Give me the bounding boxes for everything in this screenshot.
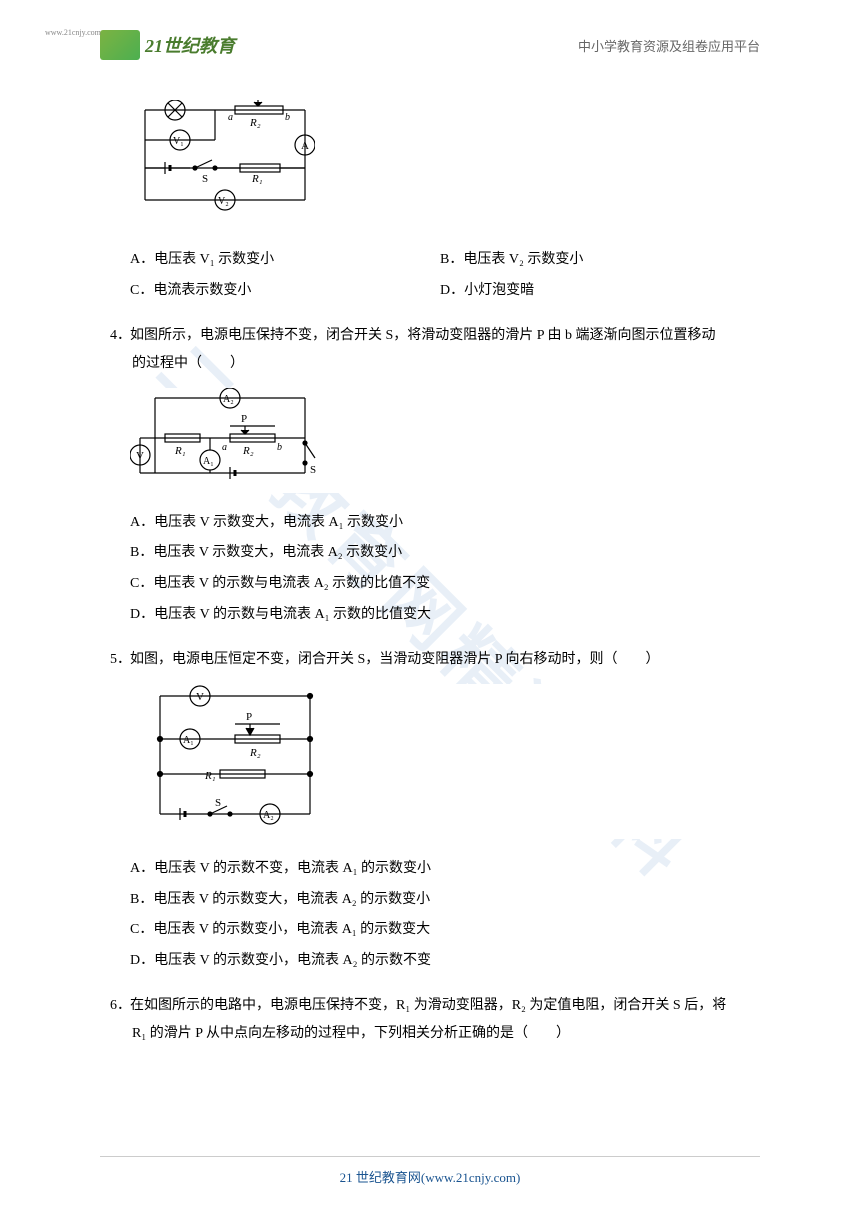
svg-text:P: P (246, 711, 252, 723)
svg-text:S: S (310, 464, 316, 476)
option-5d: D．电压表 V 的示数变小，电流表 A₂ 的示数不变 (130, 946, 750, 977)
circuit-diagram-4: A₂ R₁ P a b R₂ V (130, 388, 750, 493)
svg-text:b: b (277, 442, 282, 453)
page-header: 21世纪教育 www.21cnjy.com 中小学教育资源及组卷应用平台 (0, 0, 860, 70)
svg-text:V₁: V₁ (173, 136, 184, 147)
svg-text:V: V (136, 450, 144, 462)
question-4: 4．如图所示，电源电压保持不变，闭合开关 S，将滑动变阻器的滑片 P 由 b 端… (110, 322, 750, 378)
svg-text:R₂: R₂ (249, 747, 261, 759)
logo-icon (100, 30, 140, 60)
svg-text:V: V (196, 691, 204, 703)
logo: 21世纪教育 www.21cnjy.com (100, 30, 235, 60)
logo-text: 21世纪教育 (145, 32, 235, 58)
logo-url: www.21cnjy.com (45, 28, 101, 37)
question-6-num: 6． (110, 992, 130, 1020)
option-5b: B．电压表 V 的示数变大，电流表 A₂ 的示数变小 (130, 885, 750, 916)
svg-text:R₁: R₁ (251, 173, 263, 185)
question-6-text2: R₁ 的滑片 P 从中点向左移动的过程中，下列相关分析正确的是（ ） (110, 1020, 750, 1048)
svg-text:a: a (222, 442, 227, 453)
circuit-diagram-5: V A₁ P R₂ R₁ (130, 684, 750, 839)
svg-text:b: b (285, 112, 290, 123)
svg-text:S: S (215, 797, 221, 809)
svg-text:R₁: R₁ (174, 445, 186, 457)
question-5-text: 如图，电源电压恒定不变，闭合开关 S，当滑动变阻器滑片 P 向右移动时，则（ ） (130, 652, 660, 667)
question-4-text2: 的过程中（ ） (110, 350, 750, 378)
svg-text:R₂: R₂ (242, 445, 254, 457)
svg-text:L: L (170, 100, 177, 101)
page-footer: 21 世纪教育网(www.21cnjy.com) (100, 1156, 760, 1186)
options-5: A．电压表 V 的示数不变，电流表 A₁ 的示数变小 B．电压表 V 的示数变大… (130, 854, 750, 977)
svg-text:A₁: A₁ (183, 735, 194, 746)
option-5a: A．电压表 V 的示数不变，电流表 A₁ 的示数变小 (130, 854, 750, 885)
option-4d: D．电压表 V 的示数与电流表 A₁ 示数的比值变大 (130, 600, 750, 631)
option-3b: B．电压表 V₂ 示数变小 (440, 245, 750, 276)
circuit-svg-3: L P a b R₂ V₁ A (130, 100, 315, 230)
svg-text:R₂: R₂ (249, 117, 261, 129)
question-6: 6．在如图所示的电路中，电源电压保持不变，R₁ 为滑动变阻器，R₂ 为定值电阻，… (110, 992, 750, 1048)
question-5-num: 5． (110, 646, 130, 674)
option-4a: A．电压表 V 示数变大，电流表 A₁ 示数变小 (130, 508, 750, 539)
question-4-num: 4． (110, 322, 130, 350)
option-5c: C．电压表 V 的示数变小，电流表 A₁ 的示数变大 (130, 915, 750, 946)
question-5: 5．如图，电源电压恒定不变，闭合开关 S，当滑动变阻器滑片 P 向右移动时，则（… (110, 646, 750, 674)
svg-text:A₂: A₂ (223, 394, 234, 405)
header-subtitle: 中小学教育资源及组卷应用平台 (578, 36, 760, 55)
options-4: A．电压表 V 示数变大，电流表 A₁ 示数变小 B．电压表 V 示数变大，电流… (130, 508, 750, 631)
content: L P a b R₂ V₁ A (0, 70, 860, 1048)
question-4-text: 如图所示，电源电压保持不变，闭合开关 S，将滑动变阻器的滑片 P 由 b 端逐渐… (130, 328, 716, 343)
question-6-text: 在如图所示的电路中，电源电压保持不变，R₁ 为滑动变阻器，R₂ 为定值电阻，闭合… (130, 998, 726, 1013)
svg-text:A₂: A₂ (263, 810, 274, 821)
option-3a: A．电压表 V₁ 示数变小 (130, 245, 440, 276)
svg-text:P: P (241, 413, 247, 425)
circuit-svg-4: A₂ R₁ P a b R₂ V (130, 388, 325, 493)
svg-text:V₂: V₂ (218, 196, 229, 207)
option-3d: D．小灯泡变暗 (440, 276, 750, 307)
svg-text:S: S (202, 173, 208, 185)
option-4c: C．电压表 V 的示数与电流表 A₂ 示数的比值不变 (130, 569, 750, 600)
option-3c: C．电流表示数变小 (130, 276, 440, 307)
option-4b: B．电压表 V 示数变大，电流表 A₂ 示数变小 (130, 538, 750, 569)
svg-text:A: A (301, 140, 309, 152)
circuit-svg-5: V A₁ P R₂ R₁ (130, 684, 330, 839)
svg-text:A₁: A₁ (203, 456, 214, 467)
options-3: A．电压表 V₁ 示数变小 B．电压表 V₂ 示数变小 C．电流表示数变小 D．… (130, 245, 750, 307)
circuit-diagram-3: L P a b R₂ V₁ A (130, 100, 750, 230)
svg-text:R₁: R₁ (204, 770, 216, 782)
svg-text:a: a (228, 112, 233, 123)
